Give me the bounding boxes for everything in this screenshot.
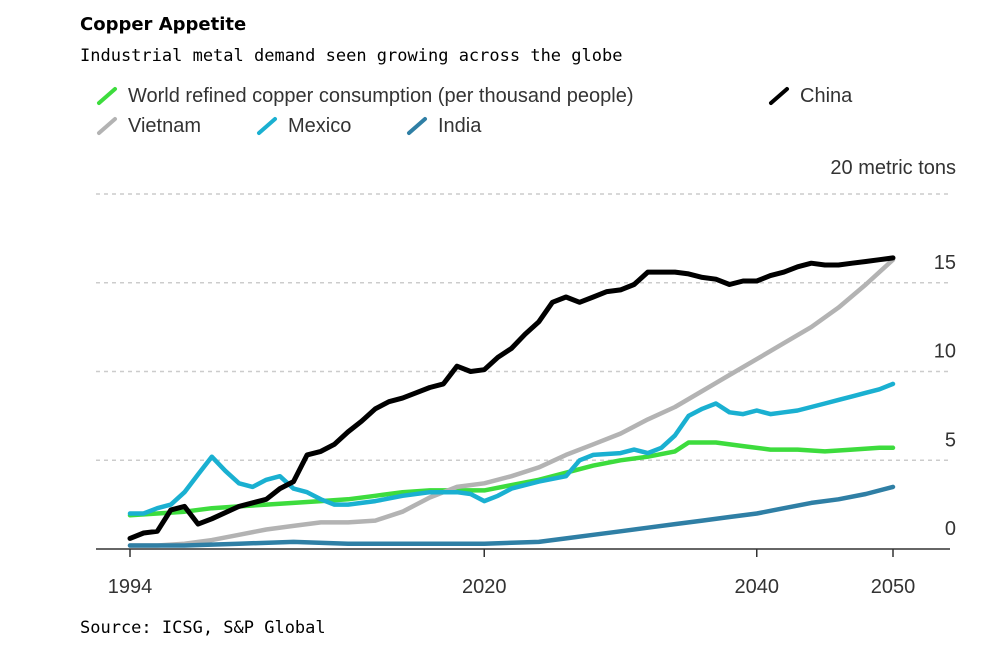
legend-swatch-china xyxy=(769,87,789,105)
legend-label-mexico: Mexico xyxy=(288,115,352,137)
x-tick-label-2050: 2050 xyxy=(871,576,916,598)
legend-label-world: World refined copper consumption (per th… xyxy=(128,85,634,107)
legend-swatch-mexico xyxy=(257,117,277,135)
legend-swatch-vietnam xyxy=(97,117,117,135)
legend-label-india: India xyxy=(438,115,482,137)
legend-label-vietnam: Vietnam xyxy=(128,115,202,137)
series-line-india xyxy=(127,484,896,548)
grid-layer xyxy=(96,193,950,461)
series-line-world xyxy=(127,440,896,518)
y-tick-label-15: 15 xyxy=(934,252,956,274)
y-unit-label: 20 metric tons xyxy=(830,157,956,179)
legend-label-china: China xyxy=(800,85,853,107)
y-tick-label-10: 10 xyxy=(934,341,956,363)
series-layer xyxy=(127,255,896,548)
chart-title: Copper Appetite xyxy=(80,14,247,35)
series-line-china xyxy=(127,255,896,541)
legend-swatch-world xyxy=(97,87,117,105)
x-tick-label-2020: 2020 xyxy=(462,576,507,598)
axis-layer: 0 5 10 15 20 metric tons 1994 2020 2040 2050 xyxy=(96,157,956,598)
x-tick-label-1994: 1994 xyxy=(108,576,153,598)
y-tick-label-0: 0 xyxy=(945,518,956,540)
series-line-vietnam xyxy=(127,257,896,548)
y-tick-label-5: 5 xyxy=(945,429,956,451)
series-line-mexico xyxy=(127,381,896,516)
source-note: Source: ICSG, S&P Global xyxy=(80,618,326,638)
x-tick-label-2040: 2040 xyxy=(735,576,780,598)
chart-subtitle: Industrial metal demand seen growing acr… xyxy=(80,46,623,66)
legend-swatch-india xyxy=(407,117,427,135)
